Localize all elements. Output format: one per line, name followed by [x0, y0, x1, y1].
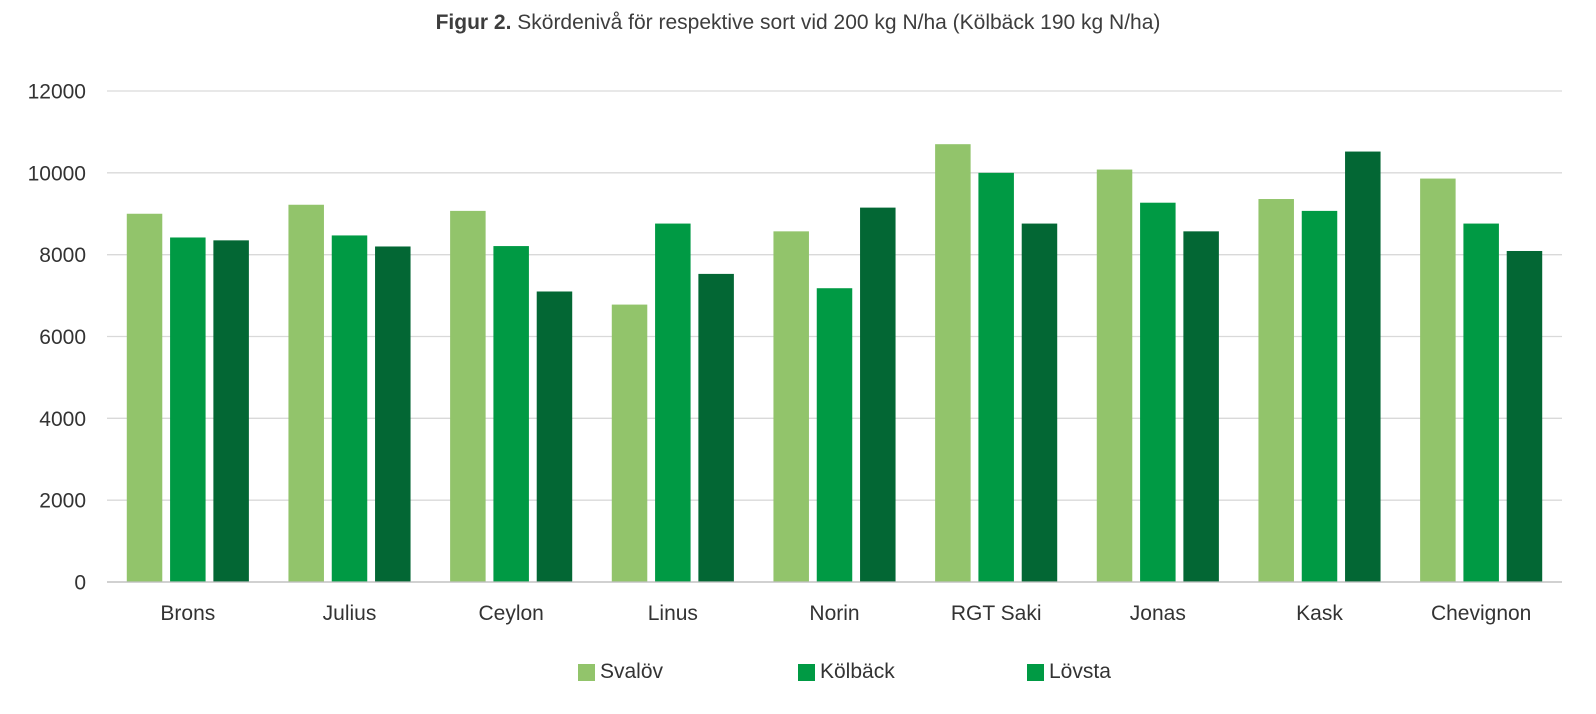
legend-label-svalov: Svalöv — [600, 660, 664, 683]
x-category-label: Jonas — [1130, 602, 1186, 625]
y-tick-label: 8000 — [39, 244, 86, 267]
y-tick-label: 6000 — [39, 326, 86, 349]
y-tick-label: 2000 — [39, 490, 86, 513]
x-category-label: Norin — [809, 602, 859, 625]
legend-swatch-lovsta — [1027, 663, 1044, 681]
y-tick-label: 4000 — [39, 408, 86, 431]
chart-legend: Svalöv Kölbäck Lövsta — [0, 660, 1596, 686]
bar-svalöv-kask — [1258, 199, 1294, 582]
bar-kölbäck-chevignon — [1463, 223, 1499, 582]
bar-lövsta-chevignon — [1506, 250, 1543, 582]
bar-lövsta-brons — [213, 240, 249, 583]
bar-kölbäck-norin — [816, 288, 853, 582]
chart-title-bold: Figur 2. — [435, 11, 512, 34]
x-category-label: Ceylon — [478, 602, 543, 625]
bar-svalöv-jonas — [1096, 169, 1133, 582]
bar-kölbäck-brons — [170, 237, 206, 582]
bar-lövsta-ceylon — [536, 291, 573, 582]
x-category-label: Linus — [648, 602, 698, 625]
legend-swatch-svalov — [578, 663, 595, 681]
bar-kölbäck-rgt-saki — [978, 172, 1014, 583]
bar-lövsta-kask — [1345, 151, 1381, 582]
bar-kölbäck-linus — [655, 223, 691, 582]
x-category-label: Kask — [1296, 602, 1343, 625]
legend-label-kolback: Kölbäck — [820, 660, 895, 683]
bar-lövsta-rgt-saki — [1021, 223, 1058, 582]
bar-svalöv-linus — [611, 304, 648, 582]
legend-swatch-kolback — [798, 663, 815, 681]
bar-svalöv-norin — [773, 231, 809, 582]
legend-item-svalov: Svalöv — [578, 660, 663, 684]
chart-title-text: Skördenivå för respektive sort vid 200 k… — [511, 11, 1161, 34]
bar-kölbäck-ceylon — [493, 246, 529, 583]
y-tick-label: 0 — [74, 572, 86, 595]
bar-svalöv-chevignon — [1420, 178, 1456, 583]
legend-item-kolback: Kölbäck — [798, 660, 895, 684]
chart-title: Figur 2. Skördenivå för respektive sort … — [0, 11, 1596, 35]
bar-svalöv-brons — [126, 213, 163, 582]
bar-lövsta-norin — [860, 207, 896, 583]
bar-lövsta-jonas — [1183, 231, 1219, 582]
bar-lövsta-linus — [698, 273, 734, 582]
y-tick-label: 12000 — [28, 81, 86, 104]
bar-svalöv-ceylon — [450, 210, 486, 582]
y-tick-label: 10000 — [28, 162, 86, 185]
bar-svalöv-rgt-saki — [935, 144, 971, 583]
x-category-label: RGT Saki — [951, 602, 1042, 625]
x-category-label: Julius — [323, 602, 377, 625]
legend-label-lovsta: Lövsta — [1049, 660, 1111, 683]
x-category-label: Chevignon — [1431, 602, 1531, 625]
bar-svalöv-julius — [288, 204, 324, 582]
x-category-label: Brons — [160, 602, 215, 625]
bar-kölbäck-jonas — [1140, 202, 1176, 582]
bar-kölbäck-julius — [331, 235, 368, 582]
bar-kölbäck-kask — [1301, 210, 1338, 582]
legend-item-lovsta: Lövsta — [1027, 660, 1111, 684]
bar-lövsta-julius — [375, 246, 411, 582]
